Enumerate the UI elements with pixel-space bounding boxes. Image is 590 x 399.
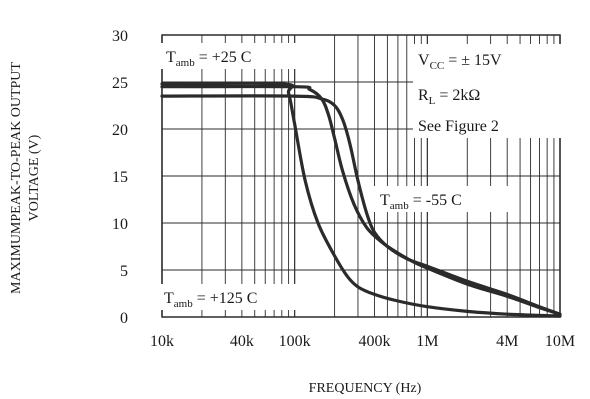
annotation-t25: Tamb = +25 C (166, 49, 251, 69)
y-tick-label: 20 (112, 122, 128, 139)
x-tick-label: 4M (496, 333, 518, 350)
annotation-t55: Tamb = -55 C (380, 192, 462, 212)
x-tick-label: 100k (279, 333, 311, 350)
x-tick-label: 10k (150, 333, 174, 350)
y-tick-label: 5 (120, 263, 128, 280)
x-tick-label: 40k (230, 333, 254, 350)
annotation-t125-bg (158, 284, 306, 310)
annotation-vcc: VCC = ± 15V (418, 52, 502, 72)
y-axis-title-line1: MAXIMUMPEAK-TO-PEAK OUTPUT (9, 62, 24, 294)
series-line-2 (160, 81, 562, 318)
y-tick-label: 10 (112, 216, 128, 233)
series-group (160, 81, 562, 318)
y-tick-labels: 0 5 10 15 20 25 30 (112, 28, 128, 327)
plot-frame (161, 34, 561, 318)
y-tick-label: 0 (120, 310, 128, 327)
y-tick-label: 30 (112, 28, 128, 45)
x-axis-title: FREQUENCY (Hz) (309, 381, 422, 396)
y-axis-title-line2: VOLTAGE (V) (27, 134, 42, 221)
series-line-0 (160, 84, 562, 316)
x-tick-label: 10M (545, 333, 575, 350)
y-tick-label: 25 (112, 75, 128, 92)
annotation-t125: Tamb = +125 C (164, 290, 257, 310)
series-line-1 (160, 94, 562, 316)
x-tick-label: 400k (359, 333, 391, 350)
annotation-conditions-bg (413, 44, 567, 138)
annotation-figure-ref: See Figure 2 (418, 118, 499, 135)
annotation-rl: RL = 2kΩ (418, 87, 480, 107)
x-tick-label: 1M (416, 333, 438, 350)
x-tick-labels: 10k 40k 100k 400k 1M 4M 10M (150, 333, 575, 350)
annotation-t55-bg (374, 186, 510, 212)
annotation-t25-bg (160, 43, 298, 69)
y-tick-label: 15 (112, 169, 128, 186)
